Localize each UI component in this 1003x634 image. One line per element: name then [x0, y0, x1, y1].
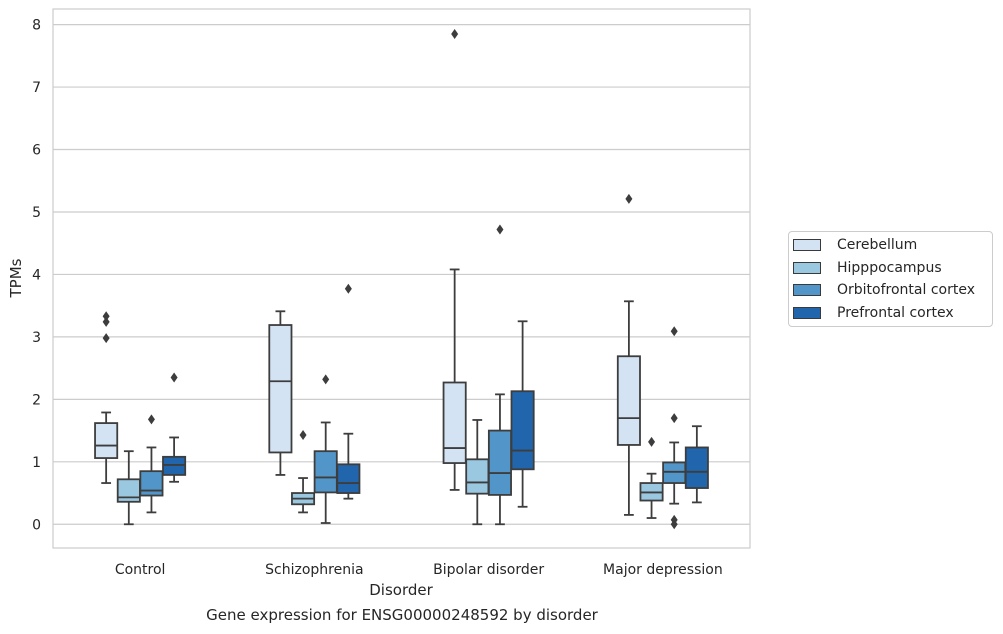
outlier-point: [170, 372, 178, 383]
box-prefrontal-cortex: [162, 372, 187, 483]
legend-item-prefrontal-cortex: Prefrontal cortex: [789, 302, 992, 325]
y-tick-label: 5: [32, 205, 41, 221]
x-tick-label: Major depression: [603, 562, 723, 578]
legend: Cerebellum Hipppocampus Orbitofrontal co…: [788, 231, 993, 327]
outlier-point: [625, 193, 633, 204]
legend-swatch-prefrontal-cortex: [793, 306, 821, 319]
outlier-point: [496, 224, 504, 235]
box-iqr: [162, 455, 187, 476]
x-tick-labels: Control Schizophrenia Bipolar disorder Majo…: [115, 562, 723, 578]
x-axis-label: Disorder: [369, 581, 433, 599]
legend-item-orbitofrontal-cortex: Orbitofrontal cortex: [789, 279, 992, 302]
box-plot-boxes: [94, 28, 709, 530]
box-hipppocampus: [465, 419, 490, 526]
legend-swatch-hippocampus: [793, 261, 821, 274]
y-tick-label: 8: [32, 18, 41, 34]
box-iqr: [336, 463, 361, 494]
legend-item-cerebellum: Cerebellum: [789, 234, 992, 257]
box-hipppocampus: [116, 450, 141, 526]
y-tick-label: 2: [32, 392, 41, 408]
box-hipppocampus: [291, 429, 316, 514]
legend-label-orbitofrontal-cortex: Orbitofrontal cortex: [837, 282, 975, 299]
y-tick-label: 3: [32, 330, 41, 346]
box-orbitofrontal-cortex: [313, 374, 338, 524]
box-iqr: [684, 446, 709, 489]
box-cerebellum: [94, 311, 119, 484]
outlier-point: [648, 436, 656, 447]
gridlines: [53, 24, 750, 525]
y-tick-labels: 0 1 2 3 4 5 6 7 8: [32, 18, 41, 534]
chart-caption: Gene expression for ENSG00000248592 by d…: [206, 606, 598, 624]
outlier-point: [670, 413, 678, 424]
box-orbitofrontal-cortex: [662, 326, 687, 530]
box-iqr: [139, 470, 164, 497]
outlier-point: [322, 374, 330, 385]
box-cerebellum: [616, 193, 641, 516]
box-iqr: [94, 422, 119, 459]
box-iqr: [116, 478, 141, 503]
x-tick-label: Control: [115, 562, 166, 578]
box-iqr: [268, 324, 293, 454]
legend-label-hippocampus: Hipppocampus: [837, 259, 942, 276]
y-tick-label: 7: [32, 80, 41, 96]
y-tick-label: 0: [32, 517, 41, 533]
legend-swatch-orbitofrontal-cortex: [793, 284, 821, 297]
box-orbitofrontal-cortex: [139, 414, 164, 514]
outlier-point: [147, 414, 155, 425]
outlier-point: [102, 316, 110, 327]
outlier-point: [344, 283, 352, 294]
legend-swatch-cerebellum: [793, 239, 821, 252]
box-iqr: [487, 429, 512, 496]
box-hipppocampus: [639, 436, 664, 519]
x-tick-label: Schizophrenia: [265, 562, 363, 578]
box-iqr: [510, 390, 535, 471]
box-prefrontal-cortex: [684, 425, 709, 504]
box-cerebellum: [442, 28, 467, 491]
y-tick-label: 4: [32, 267, 41, 283]
box-prefrontal-cortex: [336, 283, 361, 500]
box-cerebellum: [268, 310, 293, 476]
box-iqr: [465, 458, 490, 495]
box-iqr: [442, 381, 467, 464]
y-tick-label: 1: [32, 455, 41, 471]
legend-item-hippocampus: Hipppocampus: [789, 257, 992, 280]
legend-label-prefrontal-cortex: Prefrontal cortex: [837, 304, 954, 321]
box-iqr: [662, 461, 687, 484]
box-iqr: [616, 355, 641, 446]
outlier-point: [451, 28, 459, 39]
outlier-point: [299, 429, 307, 440]
y-axis-label: TPMs: [7, 258, 25, 298]
box-prefrontal-cortex: [510, 320, 535, 508]
plot-frame: [52, 8, 751, 549]
box-orbitofrontal-cortex: [487, 224, 512, 526]
outlier-point: [670, 514, 678, 525]
outlier-point: [102, 311, 110, 322]
outlier-point: [102, 333, 110, 344]
y-tick-label: 6: [32, 143, 41, 159]
outlier-point: [670, 326, 678, 337]
box-iqr: [313, 450, 338, 494]
x-tick-label: Bipolar disorder: [433, 562, 544, 578]
legend-label-cerebellum: Cerebellum: [837, 237, 918, 254]
